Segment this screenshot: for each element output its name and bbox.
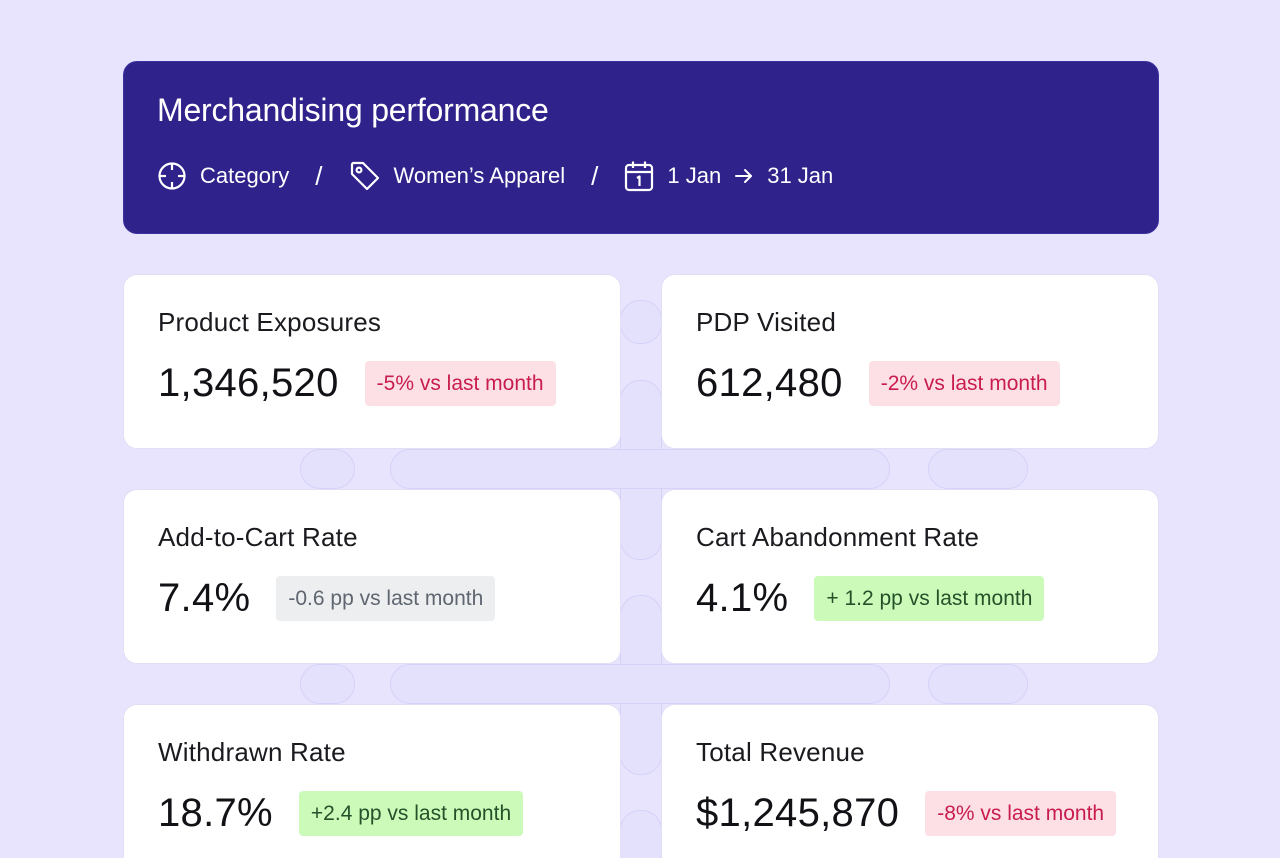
- breadcrumb-separator: /: [591, 160, 599, 191]
- breadcrumb-category-label: Category: [200, 163, 290, 188]
- card-connector: [928, 664, 1028, 704]
- metric-card-cart-abandonment-rate[interactable]: Cart Abandonment Rate 4.1% + 1.2 pp vs l…: [661, 489, 1159, 664]
- card-connector: [928, 449, 1028, 489]
- card-connector: [300, 449, 355, 489]
- metric-label: PDP Visited: [696, 307, 836, 337]
- breadcrumb-subcategory[interactable]: Women’s Apparel: [349, 160, 566, 192]
- target-icon: [157, 161, 187, 191]
- metric-value: 7.4%: [158, 576, 251, 620]
- metric-label: Product Exposures: [158, 307, 382, 337]
- metric-label: Withdrawn Rate: [158, 737, 346, 767]
- metric-card-product-exposures[interactable]: Product Exposures 1,346,520 -5% vs last …: [123, 274, 621, 449]
- metric-card-total-revenue[interactable]: Total Revenue $1,245,870 -8% vs last mon…: [661, 704, 1159, 858]
- arrow-right-icon: [735, 168, 753, 184]
- breadcrumb-category[interactable]: Category: [157, 161, 289, 191]
- card-connector: [620, 300, 662, 344]
- card-connector: [390, 664, 890, 704]
- dashboard-header: Merchandising performance Category /: [123, 61, 1159, 234]
- card-connector: [300, 664, 355, 704]
- metric-label: Cart Abandonment Rate: [696, 522, 980, 552]
- metric-value: 1,346,520: [158, 361, 339, 405]
- metric-label: Add-to-Cart Rate: [158, 522, 358, 552]
- page-title: Merchandising performance: [157, 92, 549, 128]
- card-connector: [620, 810, 662, 858]
- metric-value: 18.7%: [158, 791, 273, 835]
- breadcrumb-subcategory-label: Women’s Apparel: [393, 163, 566, 188]
- metric-value: $1,245,870: [696, 791, 900, 835]
- metric-value: 612,480: [696, 361, 843, 405]
- change-badge: +2.4 pp vs last month: [298, 791, 524, 836]
- date-start: 1 Jan: [667, 163, 722, 188]
- change-badge: + 1.2 pp vs last month: [814, 576, 1045, 621]
- metric-card-pdp-visited[interactable]: PDP Visited 612,480 -2% vs last month: [661, 274, 1159, 449]
- card-connector: [390, 449, 890, 489]
- metric-card-add-to-cart-rate[interactable]: Add-to-Cart Rate 7.4% -0.6 pp vs last mo…: [123, 489, 621, 664]
- calendar-icon: [624, 160, 654, 192]
- change-badge: -5% vs last month: [364, 361, 556, 406]
- change-badge: -8% vs last month: [925, 791, 1117, 836]
- change-badge: -0.6 pp vs last month: [276, 576, 496, 621]
- date-end: 31 Jan: [767, 163, 834, 188]
- date-range[interactable]: 1 Jan 31 Jan: [624, 160, 833, 192]
- breadcrumb: Category / Women’s Apparel /: [157, 160, 833, 192]
- metric-label: Total Revenue: [696, 737, 865, 767]
- breadcrumb-separator: /: [315, 160, 323, 191]
- tag-icon: [349, 160, 381, 192]
- metric-value: 4.1%: [696, 576, 789, 620]
- change-badge: -2% vs last month: [868, 361, 1060, 406]
- metric-card-withdrawn-rate[interactable]: Withdrawn Rate 18.7% +2.4 pp vs last mon…: [123, 704, 621, 858]
